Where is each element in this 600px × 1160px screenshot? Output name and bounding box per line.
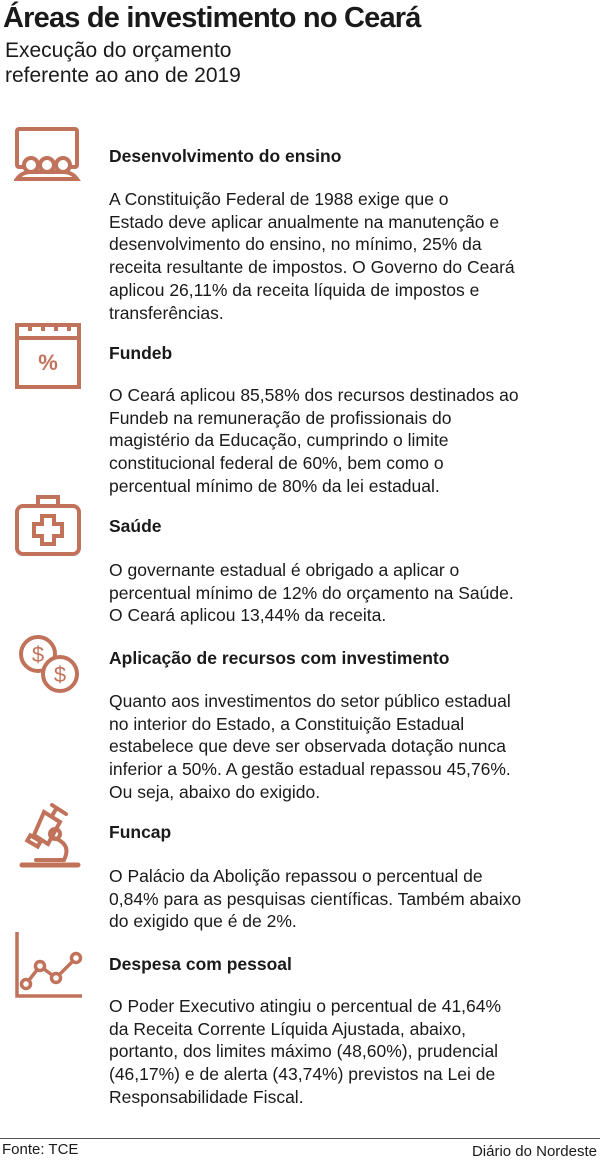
- section-heading: Despesa com pessoal: [109, 954, 292, 974]
- text-line: Quanto aos investimentos do setor públic…: [109, 691, 511, 711]
- text-line: O governante estadual é obrigado a aplic…: [109, 560, 460, 580]
- section-text: A Constituição Federal de 1988 exige que…: [109, 188, 515, 324]
- subtitle-line: Execução do orçamento: [5, 39, 232, 62]
- text-line: magistério da Educação, cumprindo o limi…: [109, 430, 449, 451]
- text-line: transferências.: [109, 302, 224, 323]
- calendar-percent-icon: %: [14, 322, 84, 392]
- footer-divider: [0, 1138, 600, 1139]
- svg-text:%: %: [38, 350, 58, 375]
- section-heading: Desenvolvimento do ensino: [109, 146, 342, 166]
- text-line: O Palácio da Abolição repassou o percent…: [109, 866, 483, 886]
- classroom-icon: [13, 125, 84, 195]
- page-title: Áreas de investimento no Ceará: [3, 2, 421, 34]
- text-line: 0,84% para as pesquisas científicas. Tam…: [109, 888, 522, 909]
- microscope-icon: [14, 800, 84, 870]
- text-line: portanto, dos limites máximo (48,60%), p…: [109, 1041, 499, 1062]
- text-line: receita resultante de impostos. O Govern…: [109, 257, 515, 278]
- text-line: Ou seja, abaixo do exigido.: [109, 781, 321, 802]
- text-line: no interior do Estado, a Constituição Es…: [109, 713, 465, 734]
- source-label: Fonte: TCE: [2, 1141, 79, 1158]
- section-text: O governante estadual é obrigado a aplic…: [109, 559, 514, 627]
- text-line: Fundeb na remuneração de profissionais d…: [109, 407, 452, 428]
- text-line: da Receita Corrente Líquida Ajustada, ab…: [109, 1018, 467, 1039]
- text-line: O Poder Executivo atingiu o percentual d…: [109, 996, 502, 1016]
- text-line: O Ceará aplicou 13,44% da receita.: [109, 605, 387, 626]
- text-line: percentual mínimo de 12% do orçamento na…: [109, 582, 514, 603]
- section-text: O Poder Executivo atingiu o percentual d…: [109, 995, 501, 1109]
- text-line: estabelece que deve ser observada dotaçã…: [109, 736, 506, 757]
- section-text: O Ceará aplicou 85,58% dos recursos dest…: [109, 384, 519, 498]
- text-line: A Constituição Federal de 1988 exige que…: [109, 189, 449, 209]
- text-line: O Ceará aplicou 85,58% dos recursos dest…: [109, 385, 519, 405]
- subtitle-line: referente ao ano de 2019: [5, 64, 241, 87]
- section-heading: Saúde: [109, 516, 162, 536]
- text-line: constitucional federal de 60%, bem como …: [109, 453, 444, 474]
- text-line: Estado deve aplicar anualmente na manute…: [109, 211, 500, 232]
- credit-label: Diário do Nordeste: [471, 1143, 597, 1160]
- text-line: aplicou 26,11% da receita líquida de imp…: [109, 279, 480, 300]
- section-text: Quanto aos investimentos do setor públic…: [109, 690, 511, 804]
- svg-text:$: $: [54, 662, 66, 687]
- medical-kit-icon: [14, 492, 84, 562]
- section-heading: Aplicação de recursos com investimento: [109, 648, 450, 668]
- coins-icon: $ $: [14, 630, 84, 700]
- text-line: desenvolvimento do ensino, no mínimo, 25…: [109, 234, 482, 255]
- section-text: O Palácio da Abolição repassou o percent…: [109, 865, 521, 933]
- line-chart-icon: [14, 930, 84, 1000]
- text-line: do exigido que é de 2%.: [109, 911, 297, 932]
- section-heading: Fundeb: [109, 343, 173, 363]
- subtitle: Execução do orçamento referente ao ano d…: [5, 38, 241, 88]
- text-line: (46,17%) e de alerta (43,74%) previstos …: [109, 1064, 496, 1085]
- svg-text:$: $: [32, 642, 44, 667]
- text-line: percentual mínimo de 80% da lei estadual…: [109, 475, 440, 496]
- text-line: inferior a 50%. A gestão estadual repass…: [109, 759, 511, 780]
- text-line: Responsabilidade Fiscal.: [109, 1086, 304, 1107]
- section-heading: Funcap: [109, 822, 172, 842]
